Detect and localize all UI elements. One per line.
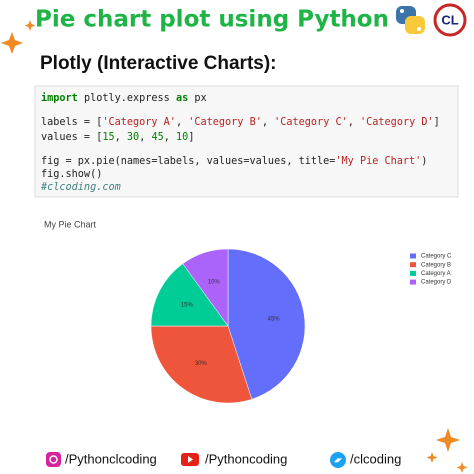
pie-slice	[227, 248, 306, 400]
sparkle	[436, 428, 460, 452]
svg-text:CL: CL	[441, 12, 458, 27]
code-token: 'Category B'	[188, 117, 262, 128]
code-token: ,	[262, 117, 274, 128]
legend-swatch	[410, 253, 416, 259]
code-token: fig = px.pie(names=labels, values=values…	[41, 156, 335, 167]
slice-label: 10%	[208, 280, 221, 286]
sparkle	[1, 32, 23, 54]
code-token: 45	[151, 132, 163, 143]
code-line: import plotly.express as px	[41, 92, 207, 104]
instagram-handle: /Pythonclcoding	[65, 451, 157, 466]
code-token: ,	[348, 117, 360, 128]
code-token: ,	[115, 132, 127, 143]
code-token: px	[188, 93, 206, 104]
code-line: values = [15, 30, 45, 10]	[41, 132, 194, 143]
sparkle	[426, 452, 438, 463]
code-token: 15	[102, 132, 114, 143]
cl-logo: CL	[433, 3, 467, 37]
legend-label: Category B	[421, 262, 451, 268]
pie-slice	[150, 325, 253, 404]
code-token: #clcoding.com	[40, 182, 121, 193]
sparkle	[456, 462, 468, 473]
code-line: labels = ['Category A', 'Category B', 'C…	[41, 117, 440, 128]
code-token: ]	[434, 117, 440, 128]
legend-swatch	[410, 262, 416, 268]
code-token: 30	[127, 132, 139, 143]
legend-label: Category C	[421, 254, 452, 260]
twitter-icon	[330, 452, 346, 468]
youtube-handle: /Pythoncoding	[205, 451, 287, 466]
legend-swatch	[410, 279, 416, 285]
code-token: values = [	[41, 132, 102, 143]
legend-label: Category A	[421, 271, 451, 277]
code-token: ,	[164, 132, 176, 143]
code-token: plotly.express	[78, 93, 176, 104]
code-token: as	[176, 93, 188, 104]
code-token: 'Category C'	[274, 117, 348, 128]
post-title: Pie chart plot using Python	[35, 7, 389, 33]
code-token: )	[421, 156, 427, 167]
python-logo	[396, 6, 425, 34]
slice-label: 45%	[268, 316, 281, 322]
code-token: ,	[139, 132, 151, 143]
code-token: 10	[176, 132, 188, 143]
pie-slice	[182, 248, 229, 327]
instagram-icon	[46, 452, 61, 467]
code-token: ]	[188, 132, 194, 143]
slice-label: 15%	[181, 303, 194, 309]
code-line: fig.show()	[41, 169, 102, 180]
twitter-handle: /clcoding	[350, 451, 401, 466]
slice-label: 30%	[195, 361, 208, 367]
code-token: import	[41, 92, 78, 104]
code-token: 'Category D'	[360, 117, 434, 128]
code-line: #clcoding.com	[40, 182, 121, 193]
code-token: 'Category A'	[102, 117, 176, 128]
legend-label: Category D	[421, 280, 452, 286]
code-token: fig.show()	[41, 169, 102, 180]
chart-title: My Pie Chart	[44, 219, 97, 229]
code-line: fig = px.pie(names=labels, values=values…	[41, 156, 427, 167]
code-token: 'My Pie Chart'	[335, 156, 421, 167]
code-token: labels = [	[41, 117, 102, 128]
section-heading: Plotly (Interactive Charts):	[40, 53, 277, 74]
sparkle	[24, 20, 36, 31]
legend-swatch	[410, 270, 416, 276]
youtube-icon	[181, 453, 199, 466]
code-block	[34, 85, 459, 198]
pie-slice	[150, 263, 229, 327]
code-token: ,	[176, 117, 188, 128]
